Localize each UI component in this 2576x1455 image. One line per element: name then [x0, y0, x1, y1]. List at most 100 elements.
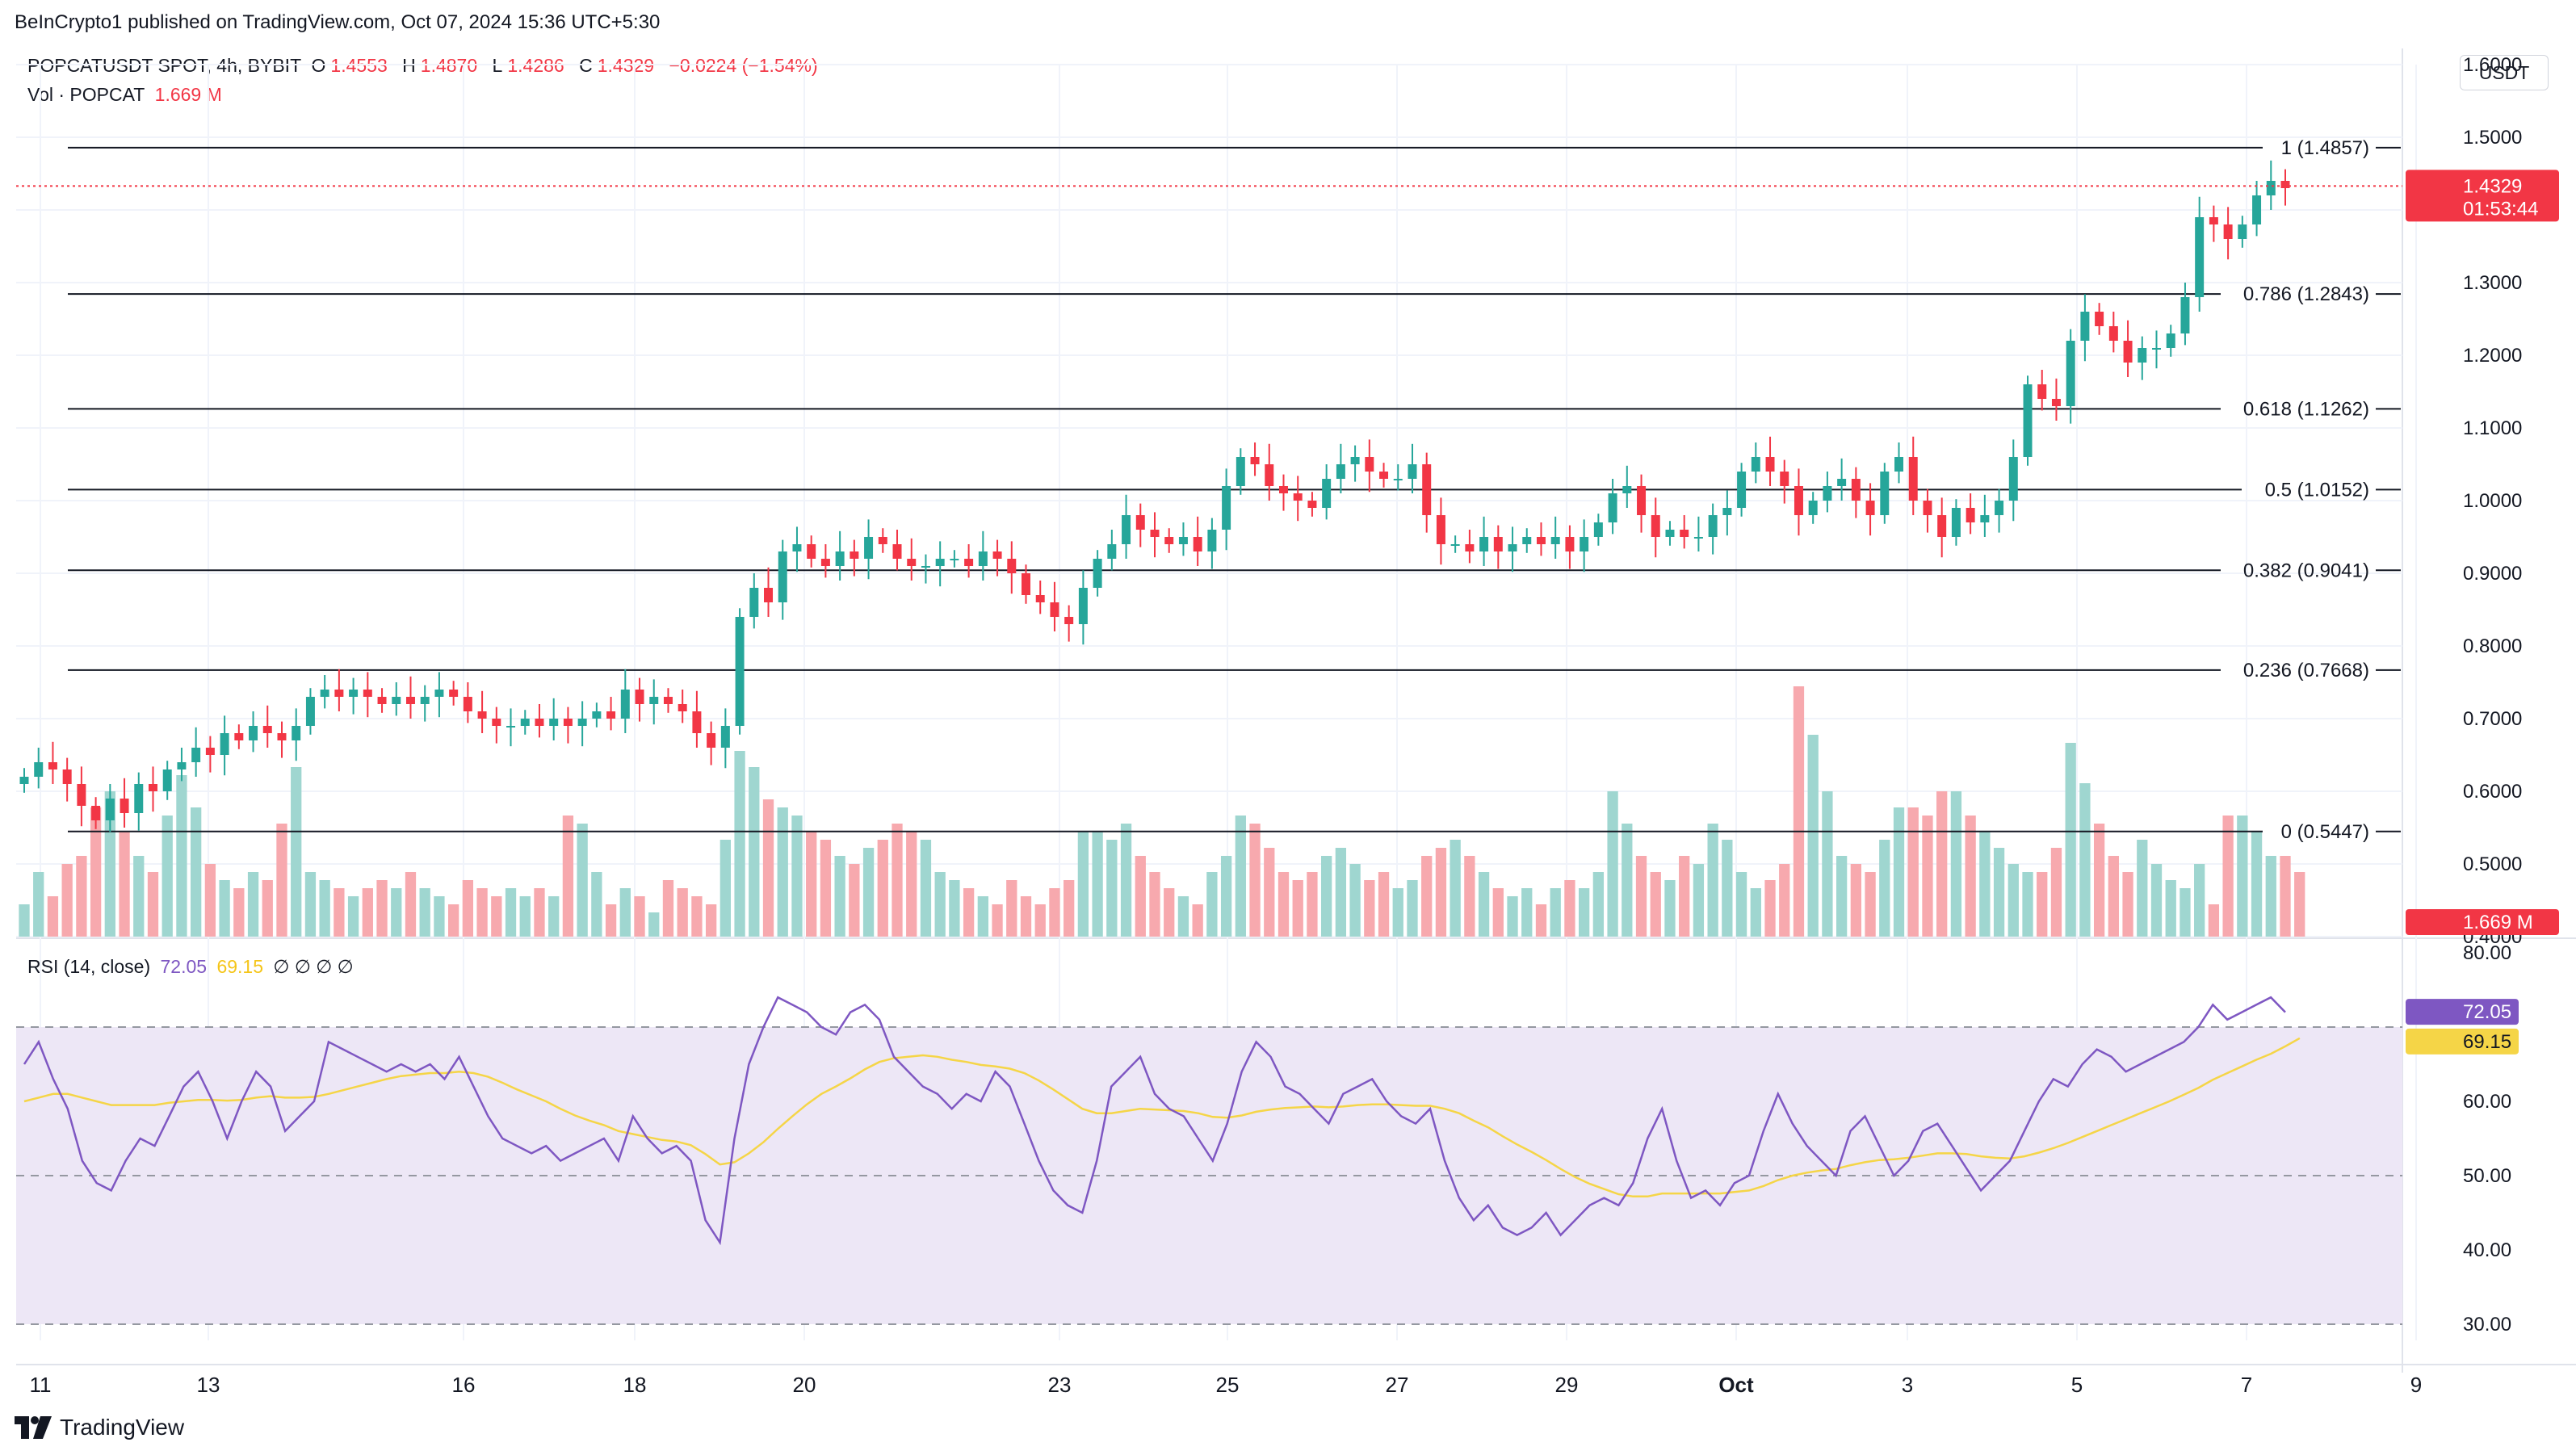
volume-legend: Vol · POPCAT 1.669 M: [27, 84, 227, 106]
volume-bar: [2137, 840, 2148, 937]
volume-bar: [33, 872, 44, 937]
volume-label[interactable]: Vol · POPCAT: [27, 84, 145, 105]
candle-body: [1937, 515, 1947, 537]
volume-bar: [262, 880, 273, 937]
volume-bar: [276, 824, 287, 937]
candle-body: [1837, 479, 1847, 486]
volume-bar: [677, 888, 688, 937]
candle-body: [921, 566, 930, 568]
fib-level-label: 1 (1.4857): [2281, 137, 2369, 159]
last-price-badge: [2406, 170, 2559, 222]
candle-body: [1022, 573, 1030, 595]
candle-body: [707, 733, 716, 748]
candle-body: [392, 697, 401, 704]
candle-body: [2280, 181, 2290, 188]
volume-bar: [1106, 840, 1118, 937]
candle-body: [792, 544, 802, 551]
candle-body: [2051, 399, 2061, 406]
chart-canvas[interactable]: 1.60001.50001.40001.30001.20001.10001.00…: [0, 0, 2576, 1405]
volume-bar: [734, 751, 745, 937]
volume-bar: [1278, 872, 1290, 937]
candle-body: [892, 544, 902, 559]
volume-bar: [1034, 904, 1046, 937]
volume-bar: [2265, 856, 2276, 937]
candle-body: [234, 733, 244, 740]
volume-bar: [2208, 904, 2220, 937]
volume-bar: [1635, 856, 1647, 937]
volume-bar: [1450, 840, 1461, 937]
volume-bar: [762, 799, 774, 937]
volume-bar: [820, 840, 832, 937]
rsi-tick-label: 60.00: [2463, 1091, 2511, 1113]
volume-bar: [1564, 880, 1575, 937]
volume-bar: [1235, 816, 1246, 937]
tradingview-wordmark: TradingView: [60, 1415, 185, 1440]
volume-bar: [347, 896, 359, 937]
fib-level-label: 0.5 (1.0152): [2265, 479, 2369, 501]
candle-body: [2166, 333, 2175, 348]
candle-body: [1450, 544, 1460, 546]
volume-bar: [162, 816, 173, 937]
volume-bar: [1177, 896, 1189, 937]
rsi-line: [23, 996, 2286, 1246]
volume-bar: [2165, 880, 2176, 937]
candle-body: [1107, 544, 1117, 559]
candle-body: [1923, 501, 1932, 515]
volume-bar: [1965, 816, 1976, 937]
candle-body: [577, 719, 587, 726]
candle-body: [807, 544, 816, 559]
volume-bar: [1735, 872, 1747, 937]
volume-bar: [749, 767, 760, 937]
rsi-badge-value: 72.05: [2463, 1001, 2511, 1023]
volume-bar: [534, 888, 545, 937]
volume-bar: [304, 872, 317, 937]
time-tick-label: 13: [197, 1373, 220, 1397]
candle-body: [1236, 457, 1245, 486]
time-tick-label: 11: [30, 1373, 52, 1397]
volume-bar: [1550, 888, 1561, 937]
candle-body: [649, 697, 659, 704]
volume-bar: [2194, 864, 2205, 937]
currency-button[interactable]: USDT: [2460, 55, 2549, 90]
candle-body: [778, 551, 787, 602]
volume-bar: [1807, 735, 1819, 937]
candle-body: [592, 711, 602, 719]
candle-body: [563, 719, 573, 726]
fib-retracement[interactable]: 1 (1.4857) 0.786 (1.2843) 0.618 (1.1262) 0.…: [68, 137, 2401, 843]
candle-body: [177, 762, 187, 769]
candle-body: [520, 719, 530, 726]
candle-body: [1794, 486, 1803, 515]
tradingview-logo[interactable]: TradingView: [15, 1415, 184, 1440]
candle-body: [992, 551, 1002, 559]
volume-bar: [591, 872, 602, 937]
volume-bar: [1364, 880, 1375, 937]
candle-body: [2238, 224, 2247, 239]
volume-bar: [1579, 888, 1590, 937]
candle-body: [735, 617, 745, 726]
candle-body: [1164, 537, 1174, 544]
volume-bar: [2008, 864, 2019, 937]
candle-body: [1608, 493, 1617, 522]
candle-body: [878, 537, 887, 544]
candle-body: [434, 690, 444, 697]
rsi-ma-line: [23, 1037, 2301, 1198]
volume-bar: [619, 888, 631, 937]
volume-bar: [691, 896, 703, 937]
time-tick-label: 29: [1555, 1373, 1579, 1397]
candle-body: [1193, 537, 1202, 551]
volume-bar: [1492, 888, 1504, 937]
price-tick-label: 0.7000: [2463, 708, 2522, 730]
volume-bar: [1592, 872, 1605, 937]
candle-body: [1222, 486, 1231, 530]
candle-body: [1980, 515, 1990, 522]
volume-bar: [1164, 888, 1175, 937]
candle-body: [1178, 537, 1188, 544]
candle-body: [1035, 595, 1045, 602]
volume-bar: [247, 872, 259, 937]
rsi-ma-value: 69.15: [216, 956, 264, 977]
candle-body: [978, 551, 988, 566]
volume-bar: [1907, 807, 1919, 937]
rsi-label[interactable]: RSI (14, close): [27, 956, 151, 977]
candle-body: [1207, 530, 1217, 551]
